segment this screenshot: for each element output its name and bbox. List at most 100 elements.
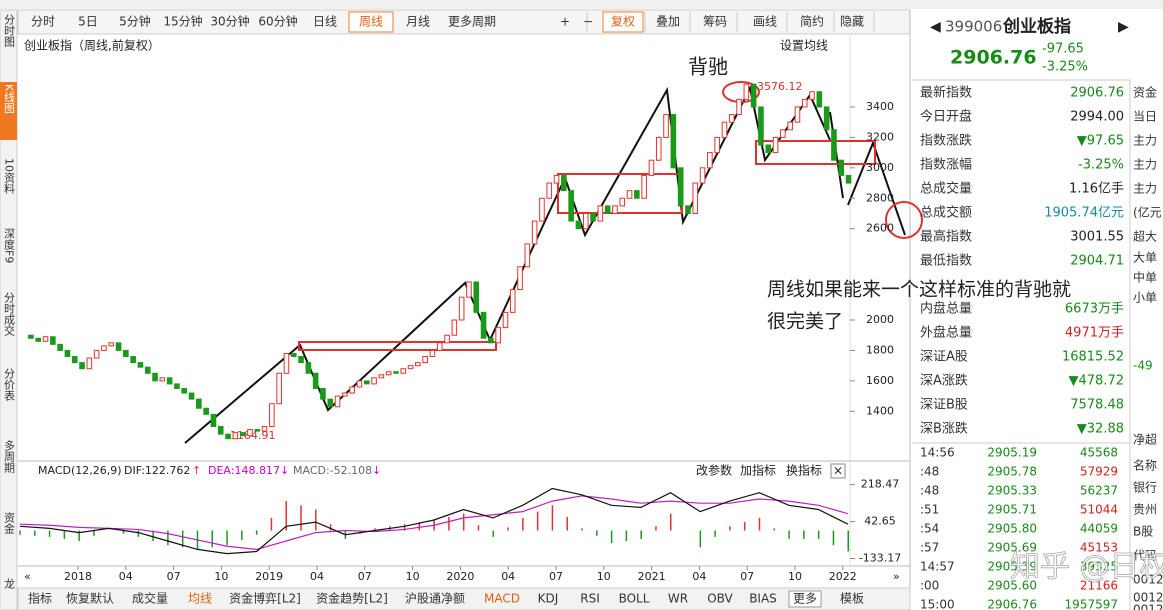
- candle: [736, 98, 742, 116]
- quote-value: -3.25%: [1078, 158, 1124, 173]
- side-label: (亿元): [1133, 205, 1163, 220]
- bottom-tab[interactable]: BOLL: [619, 592, 650, 606]
- tool-button[interactable]: 隐藏: [840, 15, 864, 29]
- ma-setting[interactable]: 设置均线: [780, 39, 828, 53]
- bottom-tab[interactable]: WR: [668, 592, 688, 606]
- candle: [385, 371, 392, 376]
- candle: [203, 407, 209, 415]
- tool-button[interactable]: 复权: [611, 15, 635, 29]
- scroll-right[interactable]: »: [893, 570, 900, 583]
- candle: [400, 368, 407, 374]
- sidebar-tab[interactable]: 10资料: [3, 158, 16, 195]
- scroll-left[interactable]: «: [24, 570, 31, 583]
- candle: [568, 190, 574, 222]
- period-tab[interactable]: 15分钟: [163, 14, 202, 29]
- next-button[interactable]: ▶: [1118, 19, 1129, 35]
- period-tab[interactable]: 更多周期: [448, 15, 496, 29]
- sidebar-tab[interactable]: 资金: [3, 512, 16, 534]
- period-tab[interactable]: 5日: [78, 15, 98, 29]
- bottom-tab[interactable]: 沪股通净额: [405, 592, 465, 606]
- tool-button[interactable]: −: [583, 15, 593, 29]
- change: -97.65: [1042, 42, 1084, 57]
- period-tab[interactable]: 分时: [31, 15, 55, 29]
- macd-action[interactable]: 改参数: [696, 463, 732, 478]
- candle: [429, 349, 436, 358]
- tick-time: :57: [920, 541, 939, 555]
- period-tab[interactable]: 日线: [313, 15, 337, 29]
- prev-button[interactable]: ◀: [930, 19, 941, 35]
- period-tab[interactable]: 30分钟: [210, 14, 249, 29]
- candle: [816, 91, 823, 108]
- candle: [130, 356, 136, 364]
- bottom-tab[interactable]: OBV: [707, 592, 733, 606]
- bottom-tab[interactable]: MACD: [484, 592, 520, 606]
- period-tab[interactable]: 60分钟: [258, 14, 297, 29]
- sidebar-tab[interactable]: 多周期: [3, 439, 16, 474]
- candle: [378, 374, 385, 379]
- dea-line: [19, 495, 849, 551]
- bottom-tab[interactable]: BIAS: [749, 592, 777, 606]
- macd-action[interactable]: ×: [833, 464, 843, 478]
- candle: [495, 327, 501, 344]
- bottom-tab[interactable]: RSI: [580, 592, 600, 606]
- candle: [283, 352, 290, 374]
- candle: [269, 403, 275, 428]
- quote-label: 深B涨跌: [920, 421, 968, 437]
- sidebar-tab[interactable]: 分时成交: [3, 292, 16, 337]
- bottom-tab[interactable]: KDJ: [538, 592, 559, 606]
- period-tab[interactable]: 周线: [359, 15, 383, 29]
- candle: [561, 174, 567, 192]
- side-label: 名称: [1133, 458, 1157, 473]
- active-tool: [602, 11, 644, 33]
- candle: [436, 342, 443, 351]
- bottom-tab[interactable]: 模板: [840, 592, 864, 606]
- sidebar-tab[interactable]: 深度F9: [3, 228, 16, 264]
- candle: [619, 197, 626, 207]
- tool-button[interactable]: 简约: [800, 14, 824, 29]
- candle: [108, 342, 115, 347]
- x-tick-label: 07: [549, 570, 563, 583]
- sidebar-tab[interactable]: 分价表: [3, 368, 16, 402]
- bottom-tab[interactable]: 资金趋势[L2]: [316, 591, 388, 606]
- last-price: 2906.76: [950, 47, 1037, 69]
- macd-action[interactable]: 换指标: [786, 463, 822, 478]
- tool-button[interactable]: 筹码: [703, 15, 727, 29]
- menu-strip: [0, 0, 1163, 9]
- bottom-tab[interactable]: 资金博弈[L2]: [229, 591, 301, 606]
- candle: [101, 345, 107, 351]
- bottom-tab[interactable]: 指标: [28, 591, 52, 606]
- sidebar-tab[interactable]: K线图: [3, 84, 16, 114]
- macd-action[interactable]: 加指标: [740, 463, 776, 478]
- candle: [232, 432, 239, 440]
- tool-button[interactable]: +: [560, 15, 570, 29]
- dif-line: [19, 487, 849, 555]
- high-label: 3576.12: [757, 80, 803, 93]
- tick-time: 14:57: [920, 560, 955, 574]
- tick-price: 2905.60: [987, 579, 1037, 593]
- bottom-tab[interactable]: 成交量: [132, 591, 168, 606]
- period-tab[interactable]: 月线: [406, 15, 430, 29]
- side-label: 中单: [1133, 270, 1157, 285]
- sidebar-tab[interactable]: 龙: [3, 578, 16, 589]
- candle: [225, 433, 231, 440]
- candle: [765, 144, 772, 154]
- dea-label: DEA:148.817: [208, 464, 280, 477]
- candle: [517, 266, 523, 291]
- candle: [298, 356, 304, 364]
- quote-label: 今日开盘: [920, 109, 972, 125]
- bottom-tab[interactable]: 均线: [188, 592, 212, 606]
- tool-button[interactable]: 叠加: [656, 15, 680, 29]
- period-tab[interactable]: 5分钟: [119, 14, 151, 29]
- candle: [276, 372, 282, 405]
- tick-time: :00: [920, 579, 939, 593]
- tick-volume: 51044: [1080, 503, 1118, 517]
- bottom-tab[interactable]: 更多: [793, 592, 817, 606]
- tool-button[interactable]: 画线: [753, 15, 777, 29]
- candle: [393, 371, 399, 374]
- x-tick-label: 04: [501, 570, 515, 583]
- sidebar-tab[interactable]: 分时图: [3, 14, 16, 48]
- bottom-tab[interactable]: 恢复默认: [66, 591, 114, 606]
- candle: [524, 243, 531, 268]
- tick-time: :54: [920, 522, 939, 536]
- quote-value: 2994.00: [1070, 110, 1124, 125]
